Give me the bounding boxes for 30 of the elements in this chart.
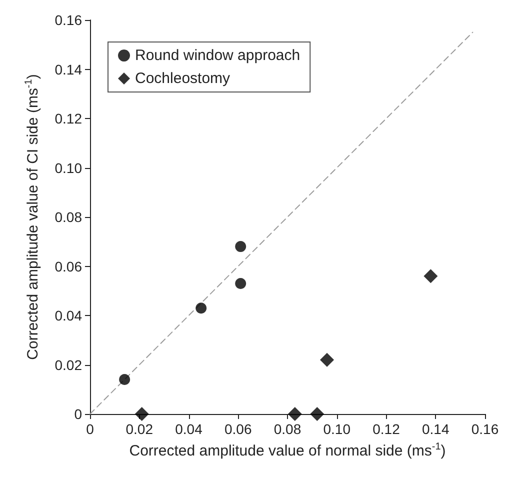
y-tick-label: 0.10 xyxy=(54,160,82,176)
y-tick-label: 0 xyxy=(74,406,82,422)
x-tick-label: 0.04 xyxy=(175,421,203,437)
point xyxy=(235,241,246,252)
x-tick-label: 0.06 xyxy=(224,421,252,437)
point xyxy=(288,407,302,421)
x-tick-label: 0 xyxy=(86,421,94,437)
x-tick-label: 0.02 xyxy=(126,421,154,437)
y-tick-label: 0.12 xyxy=(54,110,82,126)
x-tick-label: 0.14 xyxy=(422,421,450,437)
x-tick-label: 0.12 xyxy=(372,421,400,437)
x-tick-label: 0.08 xyxy=(274,421,302,437)
point xyxy=(235,278,246,289)
x-tick-label: 0.10 xyxy=(323,421,351,437)
x-tick-label: 0.16 xyxy=(471,421,499,437)
point xyxy=(119,374,130,386)
point xyxy=(196,302,207,314)
y-tick-label: 0.16 xyxy=(54,12,82,28)
y-tick-label: 0.04 xyxy=(54,308,82,324)
point xyxy=(424,269,438,284)
y-tick-label: 0.14 xyxy=(54,61,82,78)
y-tick-label: 0.08 xyxy=(54,209,82,225)
y-axis-title: Corrected amplitude value of CI side (ms-1) xyxy=(24,74,42,360)
point xyxy=(320,352,334,367)
legend-label: Cochleostomy xyxy=(135,70,231,87)
y-tick-label: 0.06 xyxy=(54,258,82,274)
point xyxy=(310,407,324,421)
point xyxy=(134,407,149,421)
y-tick-label: 0.02 xyxy=(54,356,82,373)
legend-label: Round window approach xyxy=(135,47,300,64)
